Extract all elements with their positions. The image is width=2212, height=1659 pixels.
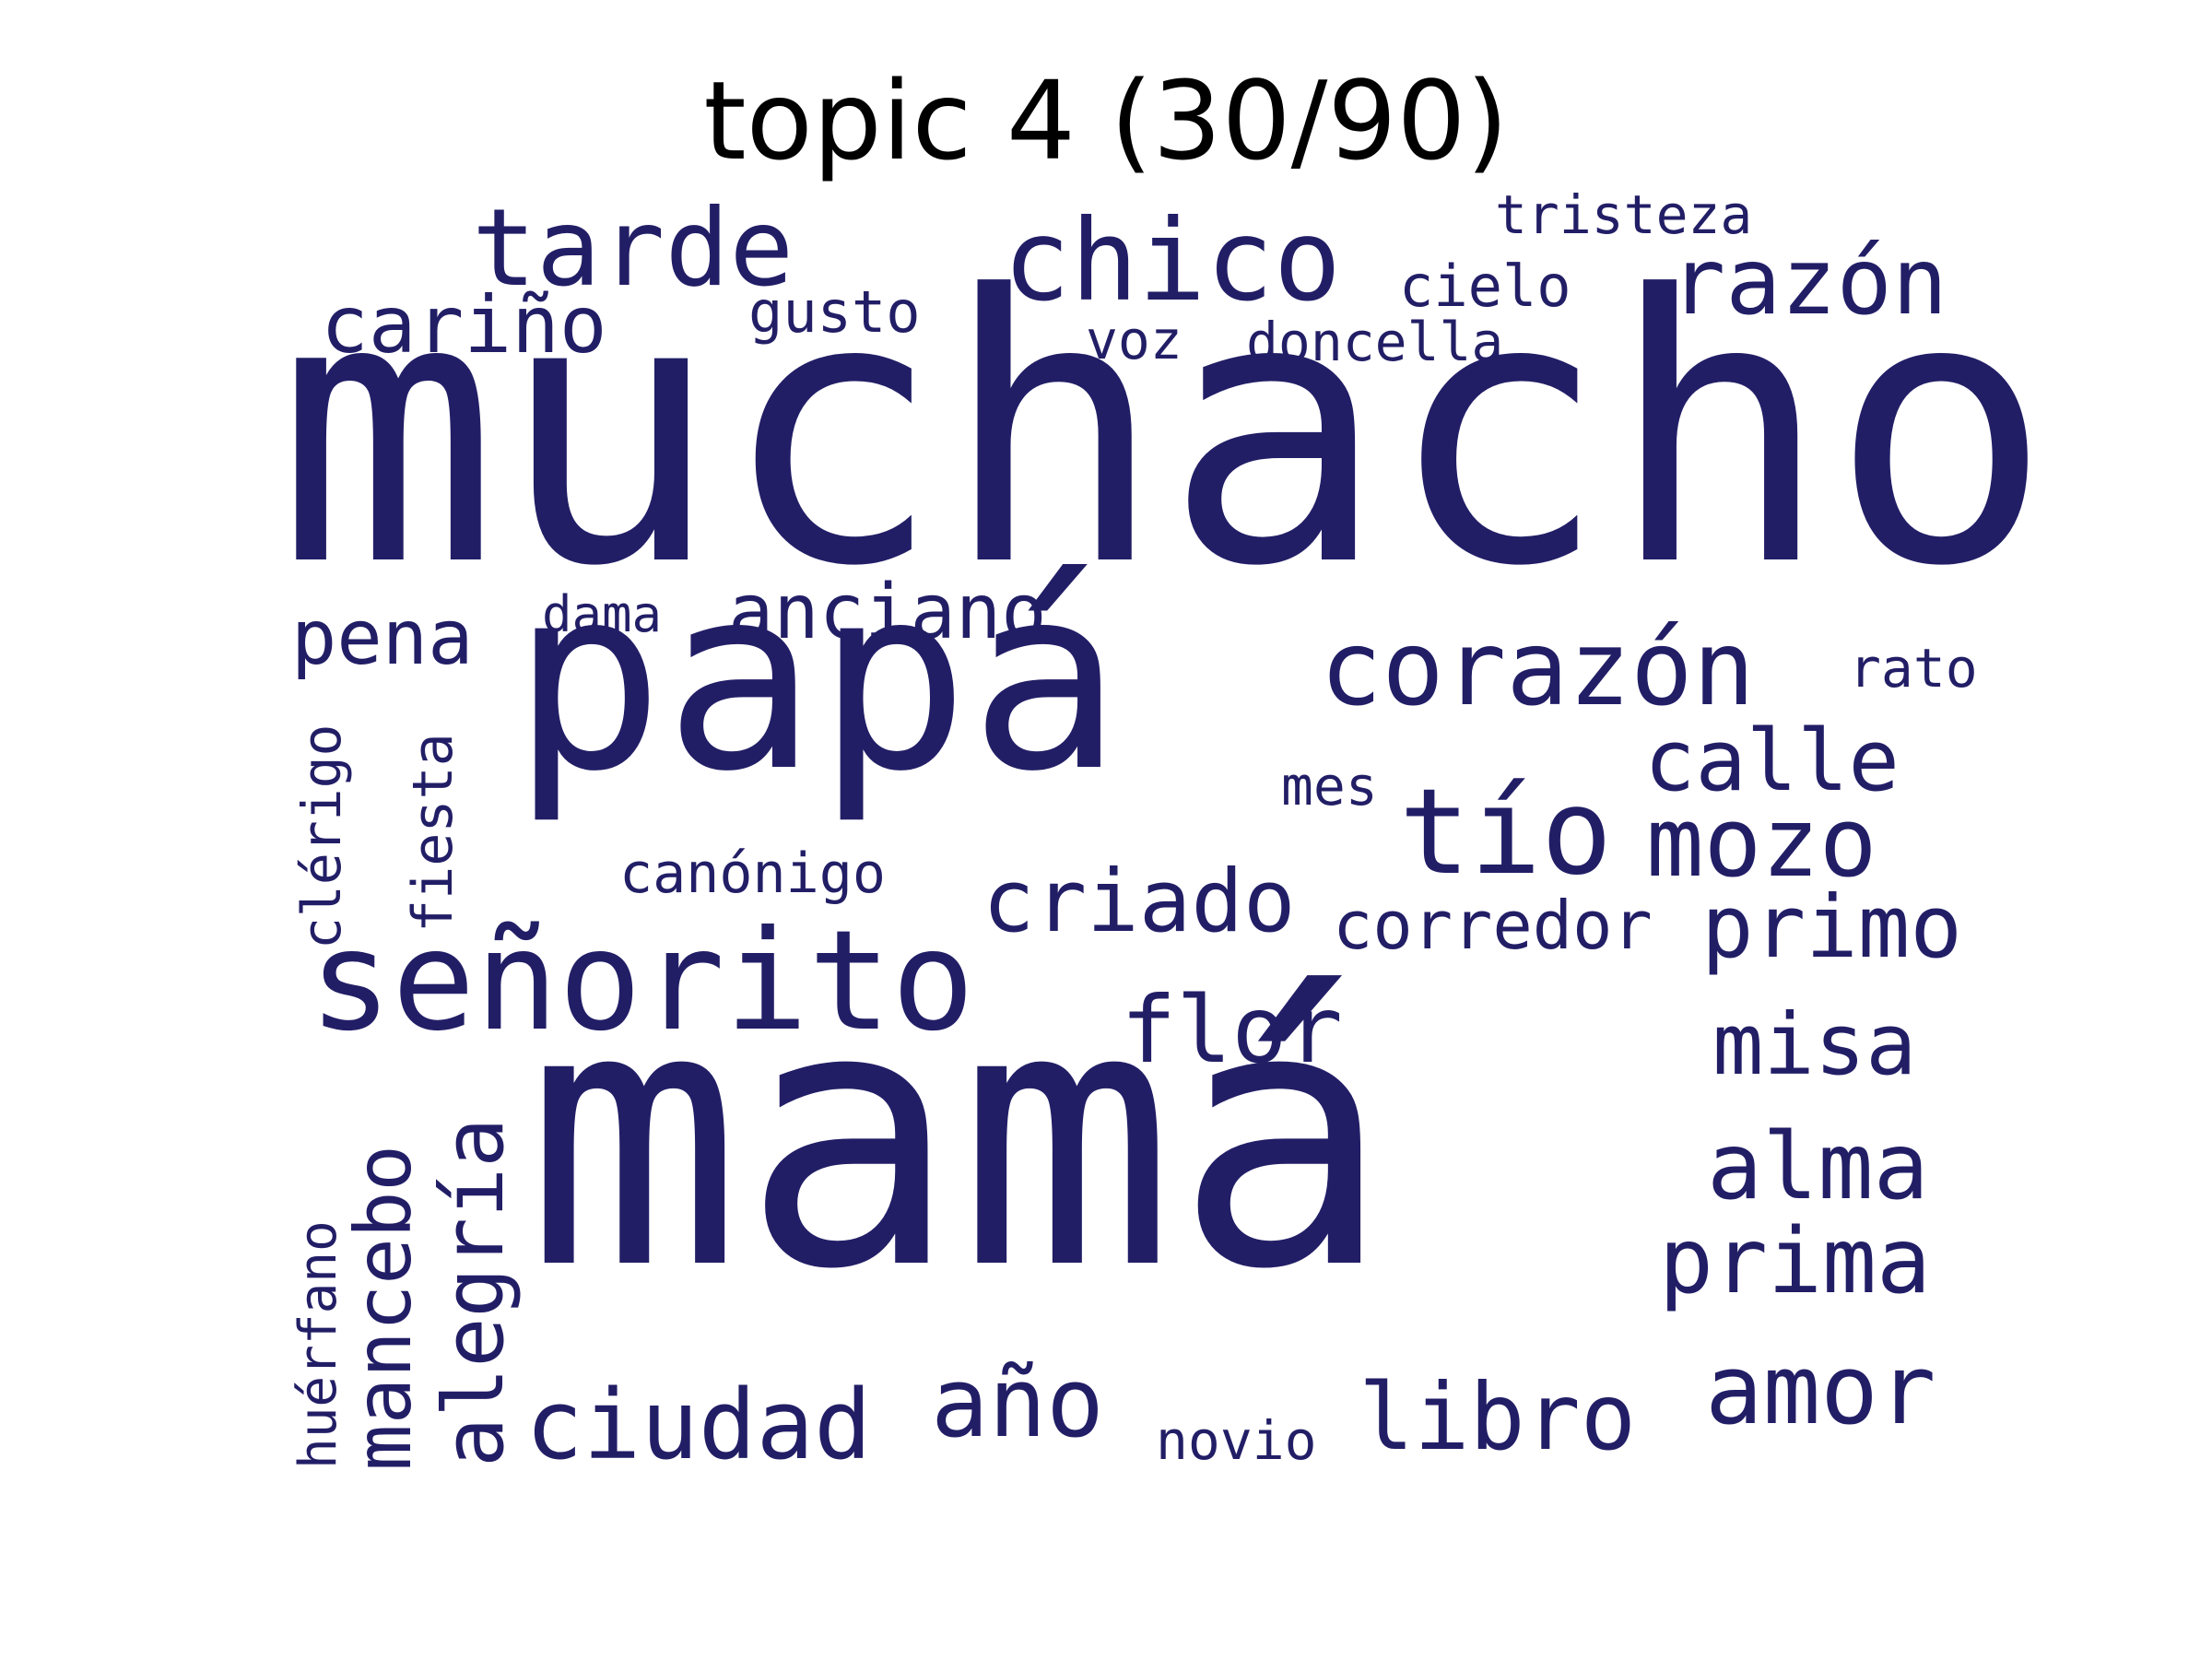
word-ciudad: ciudad [525, 1369, 872, 1481]
word-novio: novio [1156, 1409, 1317, 1472]
word-amor: amor [1705, 1334, 1936, 1446]
word-misa: misa [1712, 995, 1917, 1094]
word-clerigo: clérigo [290, 724, 353, 949]
word-alma: alma [1707, 1112, 1929, 1220]
word-pena: pena [291, 594, 474, 682]
word-anciano: anciano [728, 569, 1047, 656]
word-criado: criado [982, 852, 1296, 952]
word-huerfano: huérfano [288, 1220, 348, 1469]
word-fiesta: fiesta [401, 733, 465, 933]
word-gusto: gusto [748, 278, 921, 346]
word-prima: prima [1659, 1209, 1932, 1314]
chart-title: topic 4 (30/90) [703, 57, 1509, 184]
word-primo: primo [1701, 877, 1962, 978]
word-rato: rato [1849, 637, 1978, 700]
word-doncella: doncella [1246, 311, 1504, 373]
word-mama: mamá [525, 929, 1392, 1347]
word-tio: tío [1399, 764, 1613, 901]
word-canonigo: canónigo [619, 841, 886, 906]
word-mes: mes [1281, 755, 1378, 818]
word-tarde: tarde [472, 186, 794, 311]
word-chico: chico [1003, 195, 1342, 326]
word-voz: voz [1086, 309, 1182, 371]
word-carino: cariño [321, 279, 607, 371]
word-mozo: mozo [1646, 786, 1877, 899]
word-dama: dama [542, 585, 663, 643]
word-papa: papá [512, 532, 1123, 827]
word-ano: año [931, 1347, 1104, 1459]
word-corazon: corazón [1320, 609, 1756, 729]
word-muchacho: muchacho [276, 218, 2053, 647]
word-mancebo: mancebo [338, 1144, 429, 1471]
word-alegria: alegría [426, 1117, 523, 1467]
word-senorito: señorito [309, 901, 975, 1062]
word-flor: flor [1121, 976, 1343, 1084]
word-cielo: cielo [1399, 253, 1571, 320]
word-libro: libro [1359, 1363, 1637, 1471]
word-corredor: corredor [1333, 887, 1653, 964]
word-tristeza: tristeza [1495, 183, 1753, 246]
word-calle: calle [1644, 712, 1900, 810]
word-razon: razón [1670, 228, 1948, 335]
